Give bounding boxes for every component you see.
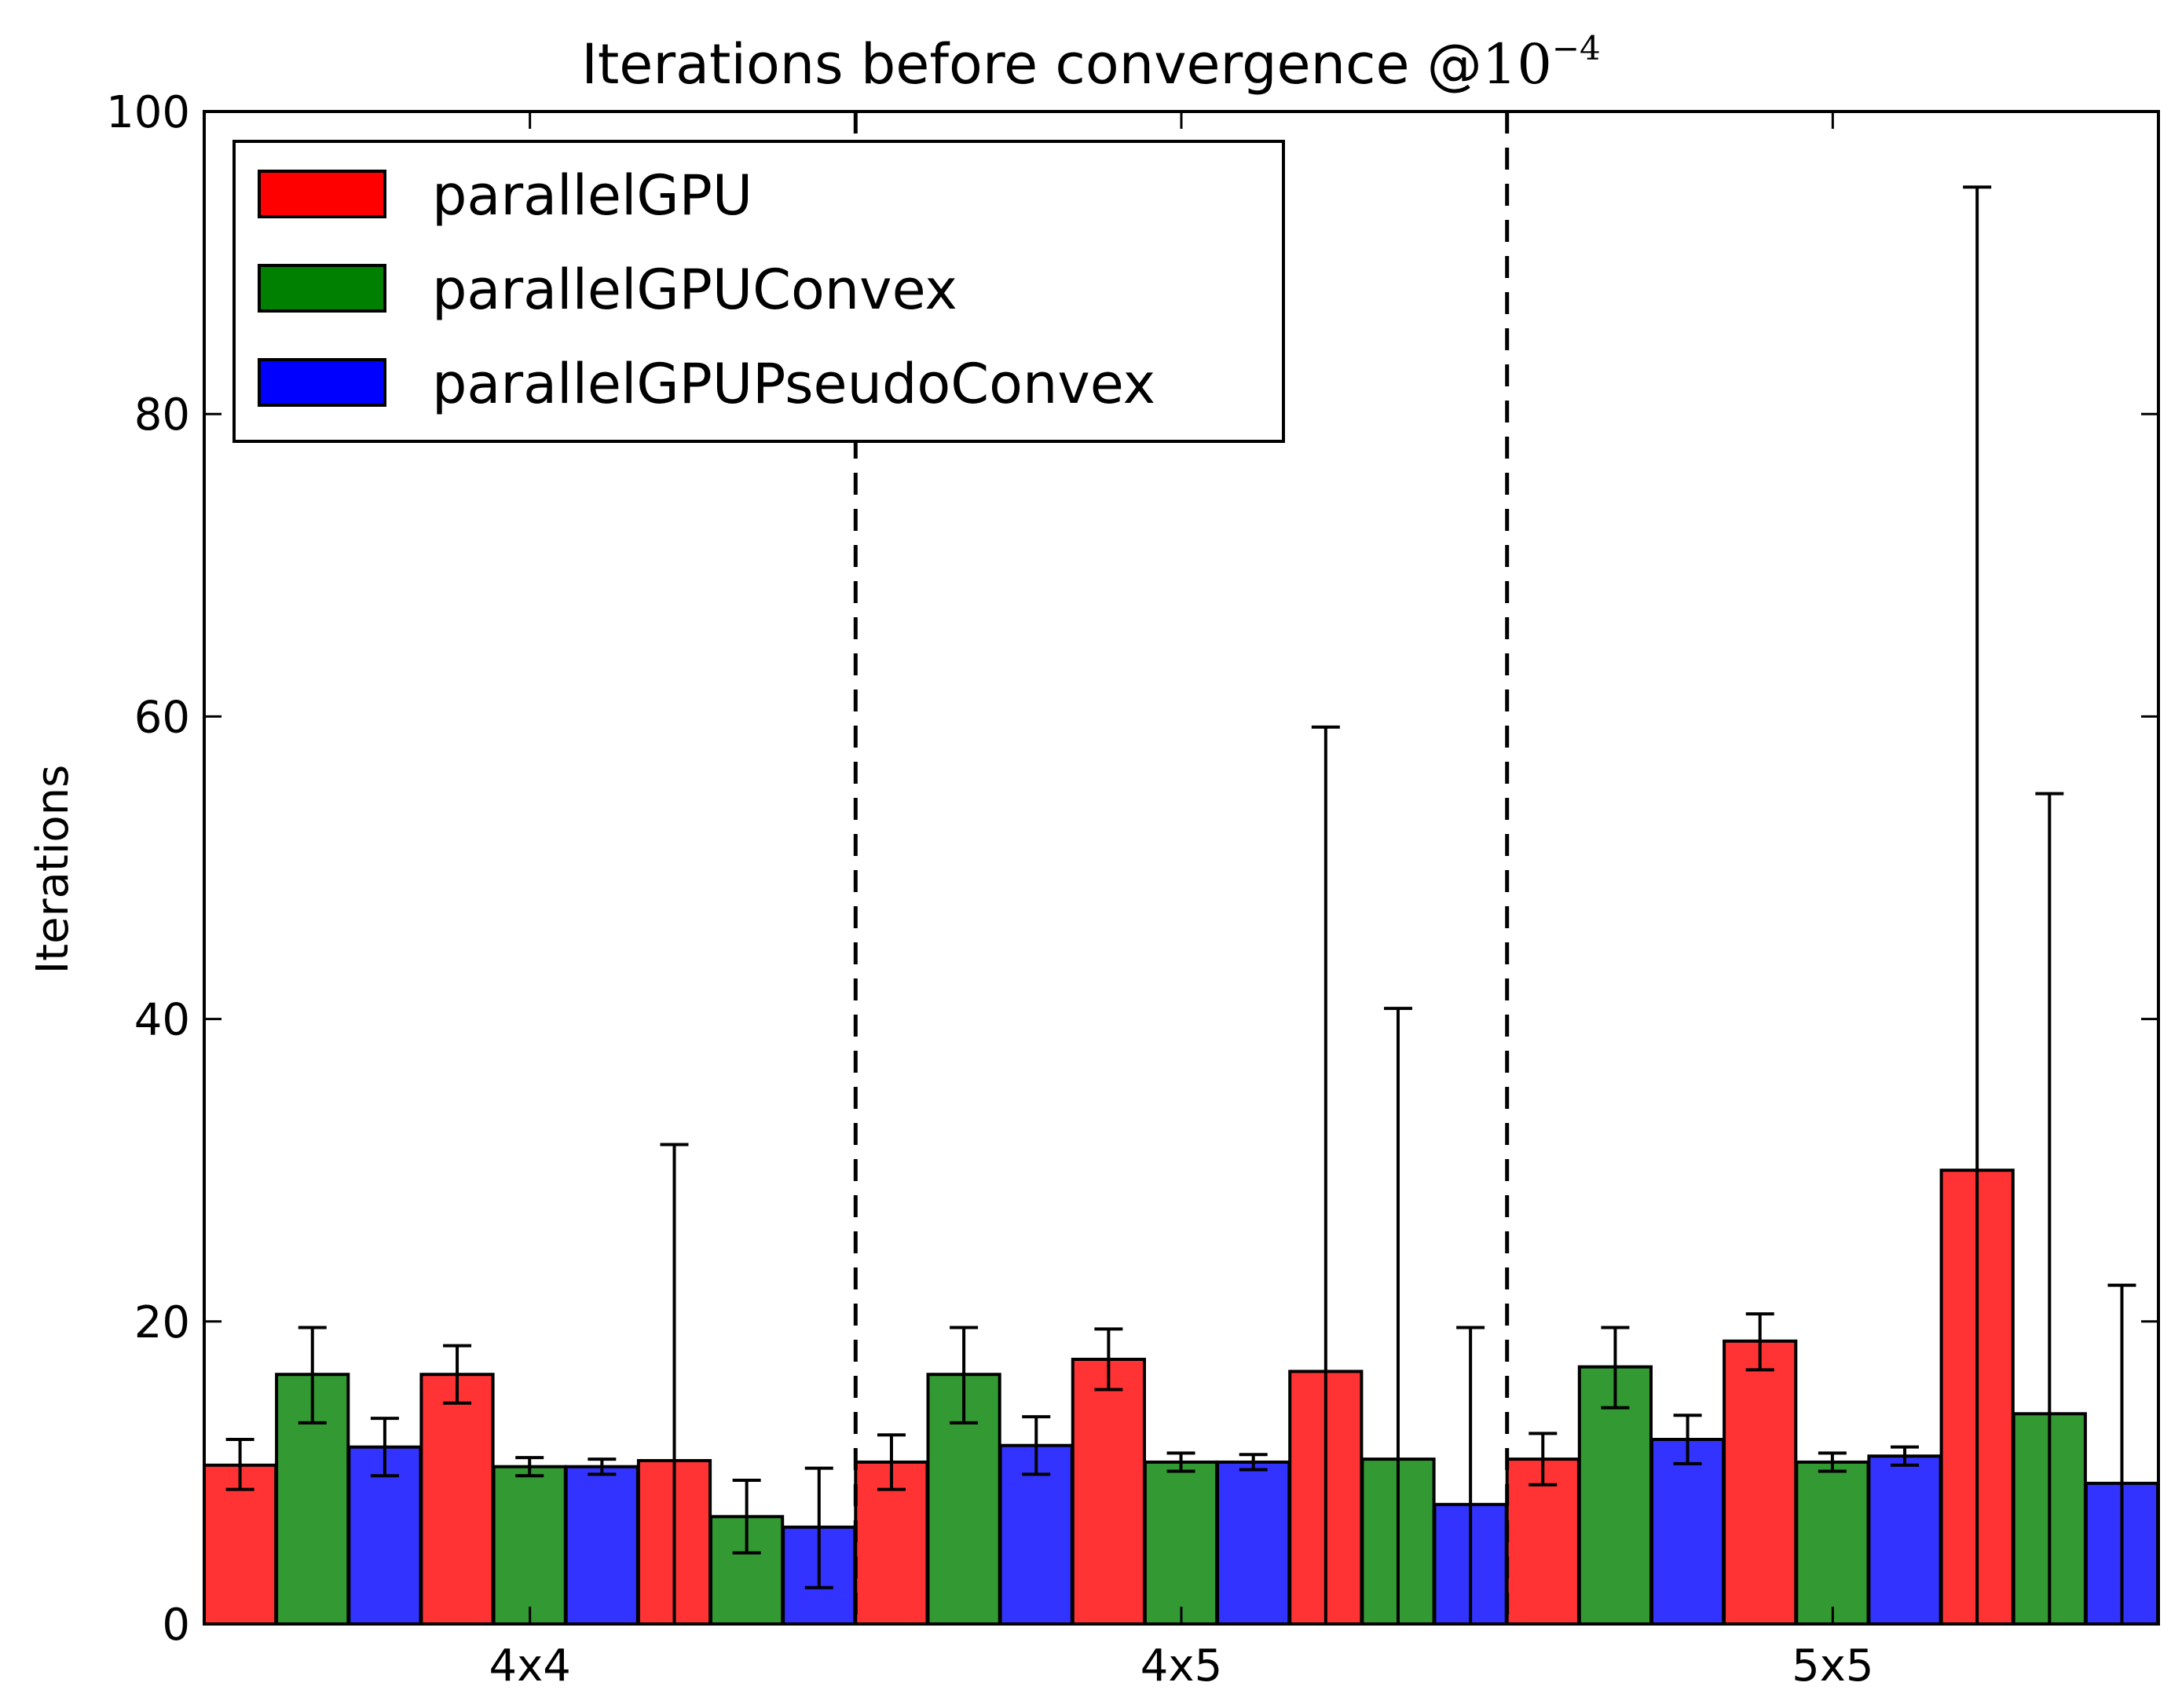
- error-bar-parallelGPU-4: [1094, 1327, 1123, 1392]
- bar-parallelGPUConvex-4: [1143, 1460, 1219, 1626]
- error-bar-parallelGPU-8: [1963, 185, 1992, 1624]
- y-axis-label: Iterations: [27, 765, 79, 975]
- error-bar-parallelGPUConvex-8: [2035, 792, 2064, 1624]
- legend-frame: [232, 140, 1285, 443]
- x-tick-label-4x5: 4x5: [1140, 1640, 1222, 1692]
- error-bar-parallelGPUPseudoConvex-3: [1022, 1415, 1051, 1476]
- y-tick-label-40: 40: [134, 995, 190, 1046]
- legend-swatch-parallelGPU: [258, 170, 386, 218]
- error-bar-parallelGPUConvex-4: [1166, 1451, 1195, 1473]
- error-bar-parallelGPUConvex-5: [1383, 1007, 1412, 1624]
- bar-parallelGPUPseudoConvex-4: [1216, 1460, 1291, 1626]
- error-bar-parallelGPU-1: [443, 1344, 472, 1405]
- bar-parallelGPUPseudoConvex-6: [1650, 1438, 1726, 1626]
- error-bar-parallelGPUPseudoConvex-4: [1239, 1453, 1268, 1472]
- legend-label-parallelGPUPseudoConvex: parallelGPUPseudoConvex: [432, 352, 1155, 416]
- error-bar-parallelGPUPseudoConvex-0: [370, 1417, 399, 1478]
- x-tick-label-5x5: 5x5: [1792, 1640, 1873, 1692]
- legend-swatch-parallelGPUPseudoConvex: [258, 358, 386, 407]
- error-bar-parallelGPU-3: [877, 1433, 906, 1491]
- legend: parallelGPU parallelGPUConvex parallelGPUP…: [232, 140, 1285, 443]
- error-bar-parallelGPUPseudoConvex-7: [1891, 1445, 1920, 1467]
- chart-title: Iterations before convergence @10−4: [581, 29, 1601, 97]
- y-tick-label-60: 60: [134, 692, 190, 743]
- y-tick-label-20: 20: [134, 1297, 190, 1348]
- error-bar-parallelGPU-0: [225, 1438, 254, 1491]
- error-bar-parallelGPUConvex-7: [1818, 1451, 1847, 1473]
- error-bar-parallelGPUConvex-6: [1601, 1326, 1630, 1410]
- bar-parallelGPUPseudoConvex-1: [564, 1465, 639, 1626]
- error-bar-parallelGPU-5: [1311, 725, 1340, 1624]
- legend-label-parallelGPU: parallelGPU: [432, 163, 752, 228]
- y-tick-label-80: 80: [134, 390, 190, 441]
- error-bar-parallelGPUPseudoConvex-1: [588, 1457, 617, 1476]
- bar-parallelGPU-4: [1071, 1358, 1147, 1626]
- bar-parallelGPUConvex-7: [1795, 1460, 1870, 1626]
- bar-parallelGPU-7: [1723, 1339, 1798, 1626]
- error-bar-parallelGPUConvex-3: [950, 1326, 979, 1425]
- error-bar-parallelGPUPseudoConvex-6: [1673, 1414, 1702, 1465]
- y-tick-label-0: 0: [162, 1600, 190, 1651]
- error-bar-parallelGPUConvex-2: [732, 1479, 761, 1555]
- error-bar-parallelGPUConvex-1: [515, 1456, 544, 1478]
- error-bar-parallelGPUPseudoConvex-8: [2107, 1283, 2136, 1624]
- error-bar-parallelGPUPseudoConvex-2: [804, 1466, 833, 1589]
- legend-label-parallelGPUConvex: parallelGPUConvex: [432, 258, 957, 322]
- error-bar-parallelGPU-6: [1528, 1432, 1558, 1487]
- plot-area: 0 20 40 60 80 100 4x4 4x5 5x5: [106, 87, 2160, 1692]
- x-tick-label-4x4: 4x4: [489, 1640, 570, 1692]
- error-bar-parallelGPU-2: [660, 1143, 689, 1624]
- error-bar-parallelGPUConvex-0: [298, 1326, 327, 1425]
- legend-swatch-parallelGPUConvex: [258, 264, 386, 313]
- error-bar-parallelGPUPseudoConvex-5: [1456, 1326, 1485, 1624]
- bar-parallelGPU-1: [419, 1373, 495, 1626]
- bar-parallelGPUPseudoConvex-7: [1867, 1454, 1942, 1626]
- y-tick-label-100: 100: [106, 87, 190, 138]
- bar-parallelGPUConvex-6: [1577, 1365, 1653, 1626]
- bar-parallelGPUConvex-1: [492, 1465, 567, 1626]
- error-bar-parallelGPU-7: [1745, 1312, 1774, 1372]
